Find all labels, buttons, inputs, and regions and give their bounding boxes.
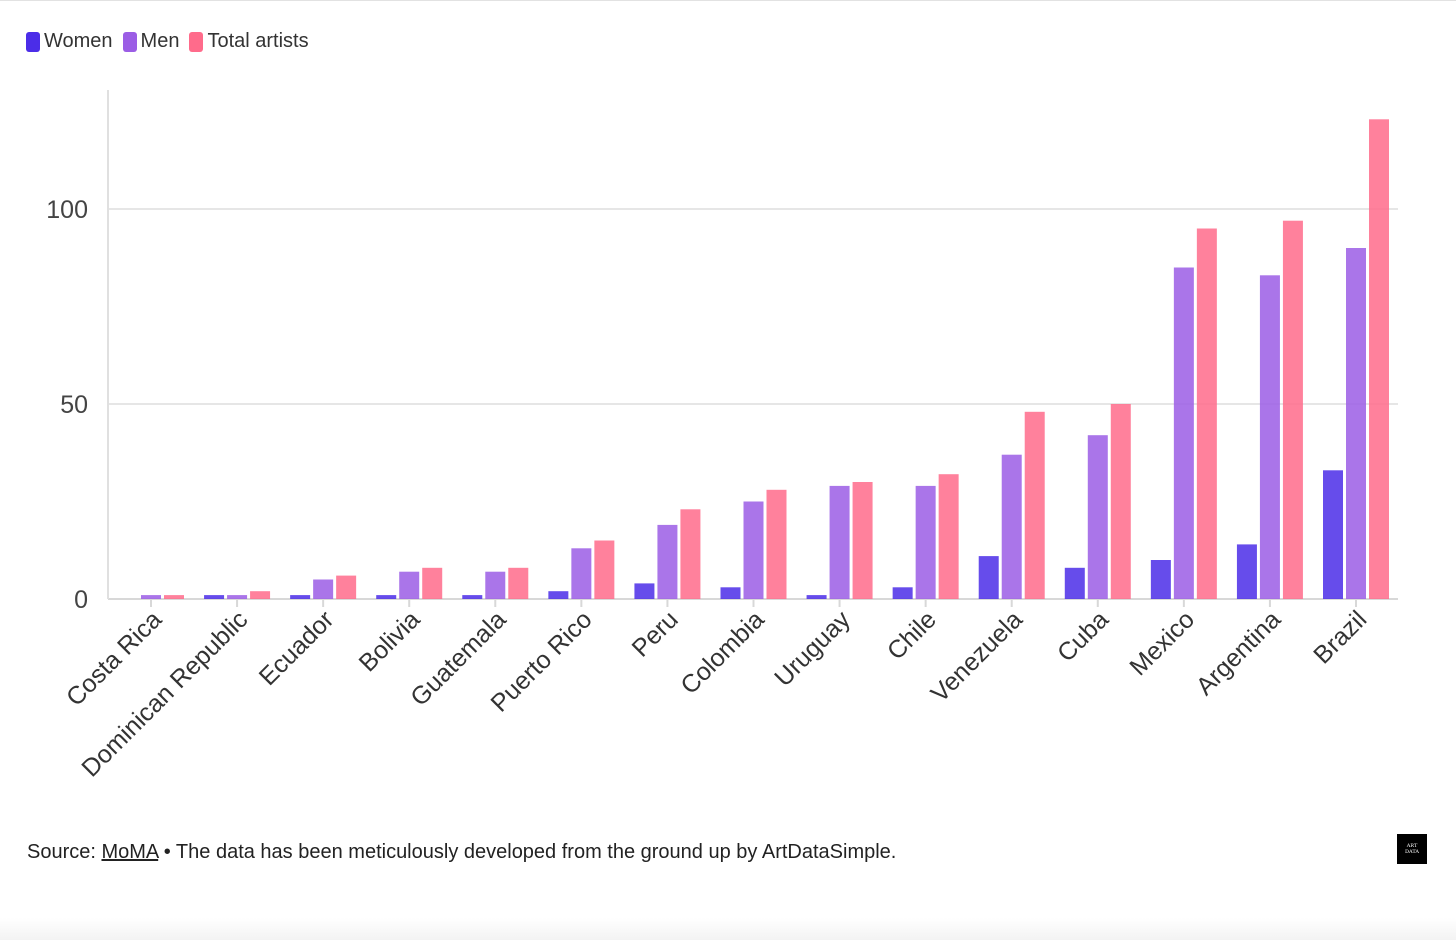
bar-women-venezuela bbox=[978, 556, 999, 599]
bar-women-peru bbox=[634, 583, 655, 599]
x-label-argentina: Argentina bbox=[1191, 605, 1287, 701]
bar-women-guatemala bbox=[462, 595, 483, 599]
bar-men-uruguay bbox=[829, 485, 850, 599]
bar-men-cuba bbox=[1087, 435, 1108, 599]
bar-women-colombia bbox=[720, 587, 741, 599]
bar-women-bolivia bbox=[376, 595, 397, 599]
bar-men-colombia bbox=[743, 501, 764, 599]
bar-men-puerto-rico bbox=[571, 548, 592, 599]
bar-women-brazil bbox=[1323, 470, 1343, 599]
legend-label-women: Women bbox=[44, 30, 113, 52]
bar-men-bolivia bbox=[399, 571, 420, 599]
bar-women-argentina bbox=[1236, 544, 1257, 599]
bar-men-chile bbox=[915, 485, 936, 599]
y-tick-label-100: 100 bbox=[46, 196, 88, 224]
bar-women-uruguay bbox=[806, 595, 827, 599]
bar-total-artists-uruguay bbox=[852, 482, 873, 599]
y-tick-label-50: 50 bbox=[60, 391, 88, 419]
x-label-mexico: Mexico bbox=[1124, 605, 1200, 681]
bar-total-artists-argentina bbox=[1282, 220, 1303, 599]
bar-total-artists-guatemala bbox=[508, 567, 529, 599]
artdatasimple-logo: ART DATA bbox=[1397, 834, 1427, 864]
bar-men-peru bbox=[657, 524, 678, 599]
bar-men-ecuador bbox=[313, 579, 334, 599]
bar-total-artists-puerto-rico bbox=[594, 540, 615, 599]
x-label-uruguay: Uruguay bbox=[769, 605, 856, 692]
bar-men-mexico bbox=[1173, 267, 1194, 599]
bar-total-artists-dominican-republic bbox=[250, 591, 271, 599]
bar-total-artists-costa-rica bbox=[164, 595, 184, 599]
x-label-brazil: Brazil bbox=[1308, 605, 1372, 669]
source-footer: Source: MoMA • The data has been meticul… bbox=[27, 841, 896, 864]
legend-swatch-women bbox=[26, 31, 40, 52]
source-note: • The data has been meticulously develop… bbox=[158, 841, 897, 863]
legend-swatch-men bbox=[122, 31, 137, 52]
legend-item-women: Women bbox=[26, 30, 113, 53]
bar-women-mexico bbox=[1150, 560, 1171, 599]
legend-item-men: Men bbox=[122, 30, 180, 53]
bar-women-ecuador bbox=[290, 595, 311, 599]
x-label-chile: Chile bbox=[882, 605, 942, 665]
bar-men-guatemala bbox=[485, 571, 506, 599]
legend-swatch-total bbox=[189, 31, 204, 52]
x-label-venezuela: Venezuela bbox=[926, 605, 1028, 707]
bar-total-artists-mexico bbox=[1196, 228, 1217, 599]
bar-men-costa-rica bbox=[141, 595, 161, 599]
logo-line-2: DATA bbox=[1404, 849, 1420, 855]
bar-total-artists-venezuela bbox=[1024, 411, 1045, 599]
x-label-peru: Peru bbox=[627, 605, 684, 662]
bar-women-dominican-republic bbox=[204, 595, 225, 599]
x-label-bolivia: Bolivia bbox=[354, 605, 426, 677]
logo-line-1: ART bbox=[1406, 843, 1418, 849]
bar-men-argentina bbox=[1259, 275, 1280, 599]
x-label-colombia: Colombia bbox=[675, 605, 770, 700]
bar-men-venezuela bbox=[1001, 454, 1022, 599]
legend-item-total: Total artists bbox=[189, 30, 309, 53]
x-label-cuba: Cuba bbox=[1052, 605, 1114, 667]
x-label-ecuador: Ecuador bbox=[254, 605, 340, 691]
bar-women-puerto-rico bbox=[548, 591, 569, 599]
bar-women-cuba bbox=[1064, 567, 1085, 599]
source-prefix: Source: bbox=[27, 841, 102, 863]
y-tick-label-0: 0 bbox=[74, 586, 88, 614]
bar-total-artists-chile bbox=[938, 474, 959, 599]
bar-total-artists-peru bbox=[680, 509, 701, 599]
bar-total-artists-brazil bbox=[1369, 119, 1389, 600]
bottom-shade bbox=[0, 918, 1456, 940]
bar-total-artists-cuba bbox=[1110, 404, 1131, 599]
source-link-moma[interactable]: MoMA bbox=[101, 841, 159, 863]
bar-men-dominican-republic bbox=[227, 595, 248, 599]
x-label-dominican-republic: Dominican Republic bbox=[76, 605, 253, 782]
chart-legend: Women Men Total artists bbox=[26, 30, 319, 53]
bar-men-brazil bbox=[1346, 248, 1366, 599]
bar-total-artists-ecuador bbox=[336, 575, 357, 599]
bar-women-chile bbox=[892, 587, 913, 599]
top-divider bbox=[0, 0, 1456, 1]
legend-label-men: Men bbox=[140, 30, 180, 52]
bar-total-artists-bolivia bbox=[422, 567, 443, 599]
legend-label-total: Total artists bbox=[207, 30, 309, 52]
bar-total-artists-colombia bbox=[766, 489, 787, 599]
